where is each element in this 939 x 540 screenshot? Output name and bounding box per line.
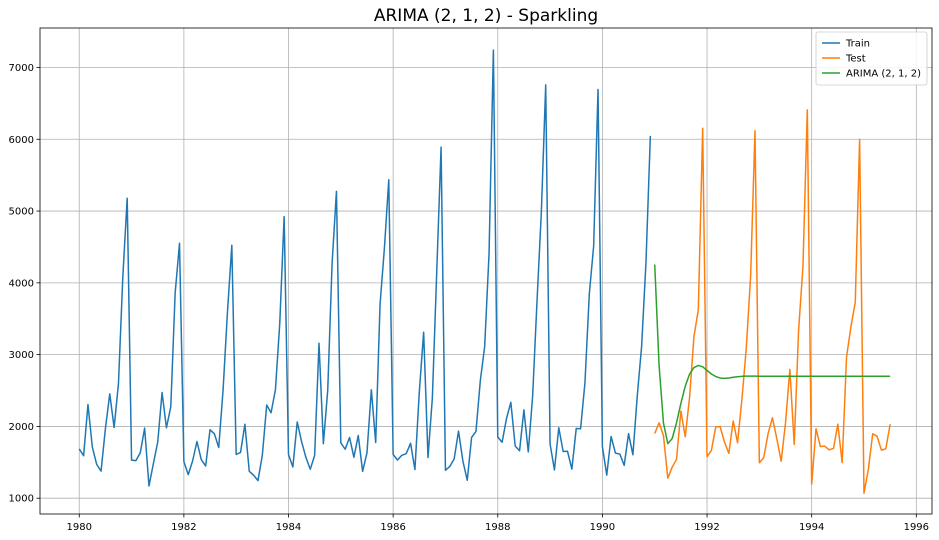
legend-label-arima-2-1-2: ARIMA (2, 1, 2): [846, 69, 921, 80]
x-tick-label: 1990: [590, 522, 615, 533]
y-tick-label: 7000: [9, 63, 34, 74]
series-group: [78, 49, 891, 494]
x-tick-label: 1992: [694, 522, 719, 533]
legend: Train Test ARIMA (2, 1, 2): [815, 31, 928, 86]
x-tick-label: 1982: [171, 522, 196, 533]
legend-box: [815, 31, 928, 86]
x-tick-label: 1986: [380, 522, 405, 533]
series-line-test: [654, 109, 891, 494]
legend-label-test: Test: [845, 54, 866, 65]
x-tick-label: 1980: [67, 522, 92, 533]
legend-label-train: Train: [845, 39, 870, 50]
grid: [40, 28, 932, 514]
series-line-arima-2-1-2: [653, 264, 891, 445]
y-tick-label: 5000: [9, 207, 34, 218]
x-tick-label: 1988: [485, 522, 510, 533]
series-line-train: [78, 49, 652, 487]
y-tick-label: 3000: [9, 350, 34, 361]
y-tick-label: 2000: [9, 422, 34, 433]
chart-title: ARIMA (2, 1, 2) - Sparkling: [374, 6, 598, 26]
y-tick-label: 4000: [9, 278, 34, 289]
axes: 1980 1982 1984 1986 1988 1990 1992 1994 1996 1000…: [9, 63, 929, 533]
y-tick-label: 1000: [9, 494, 34, 505]
plot-frame: [39, 27, 933, 515]
x-tick-label: 1984: [276, 522, 301, 533]
x-tick-label: 1996: [904, 522, 929, 533]
y-tick-label: 6000: [9, 135, 34, 146]
x-tick-label: 1994: [799, 522, 824, 533]
